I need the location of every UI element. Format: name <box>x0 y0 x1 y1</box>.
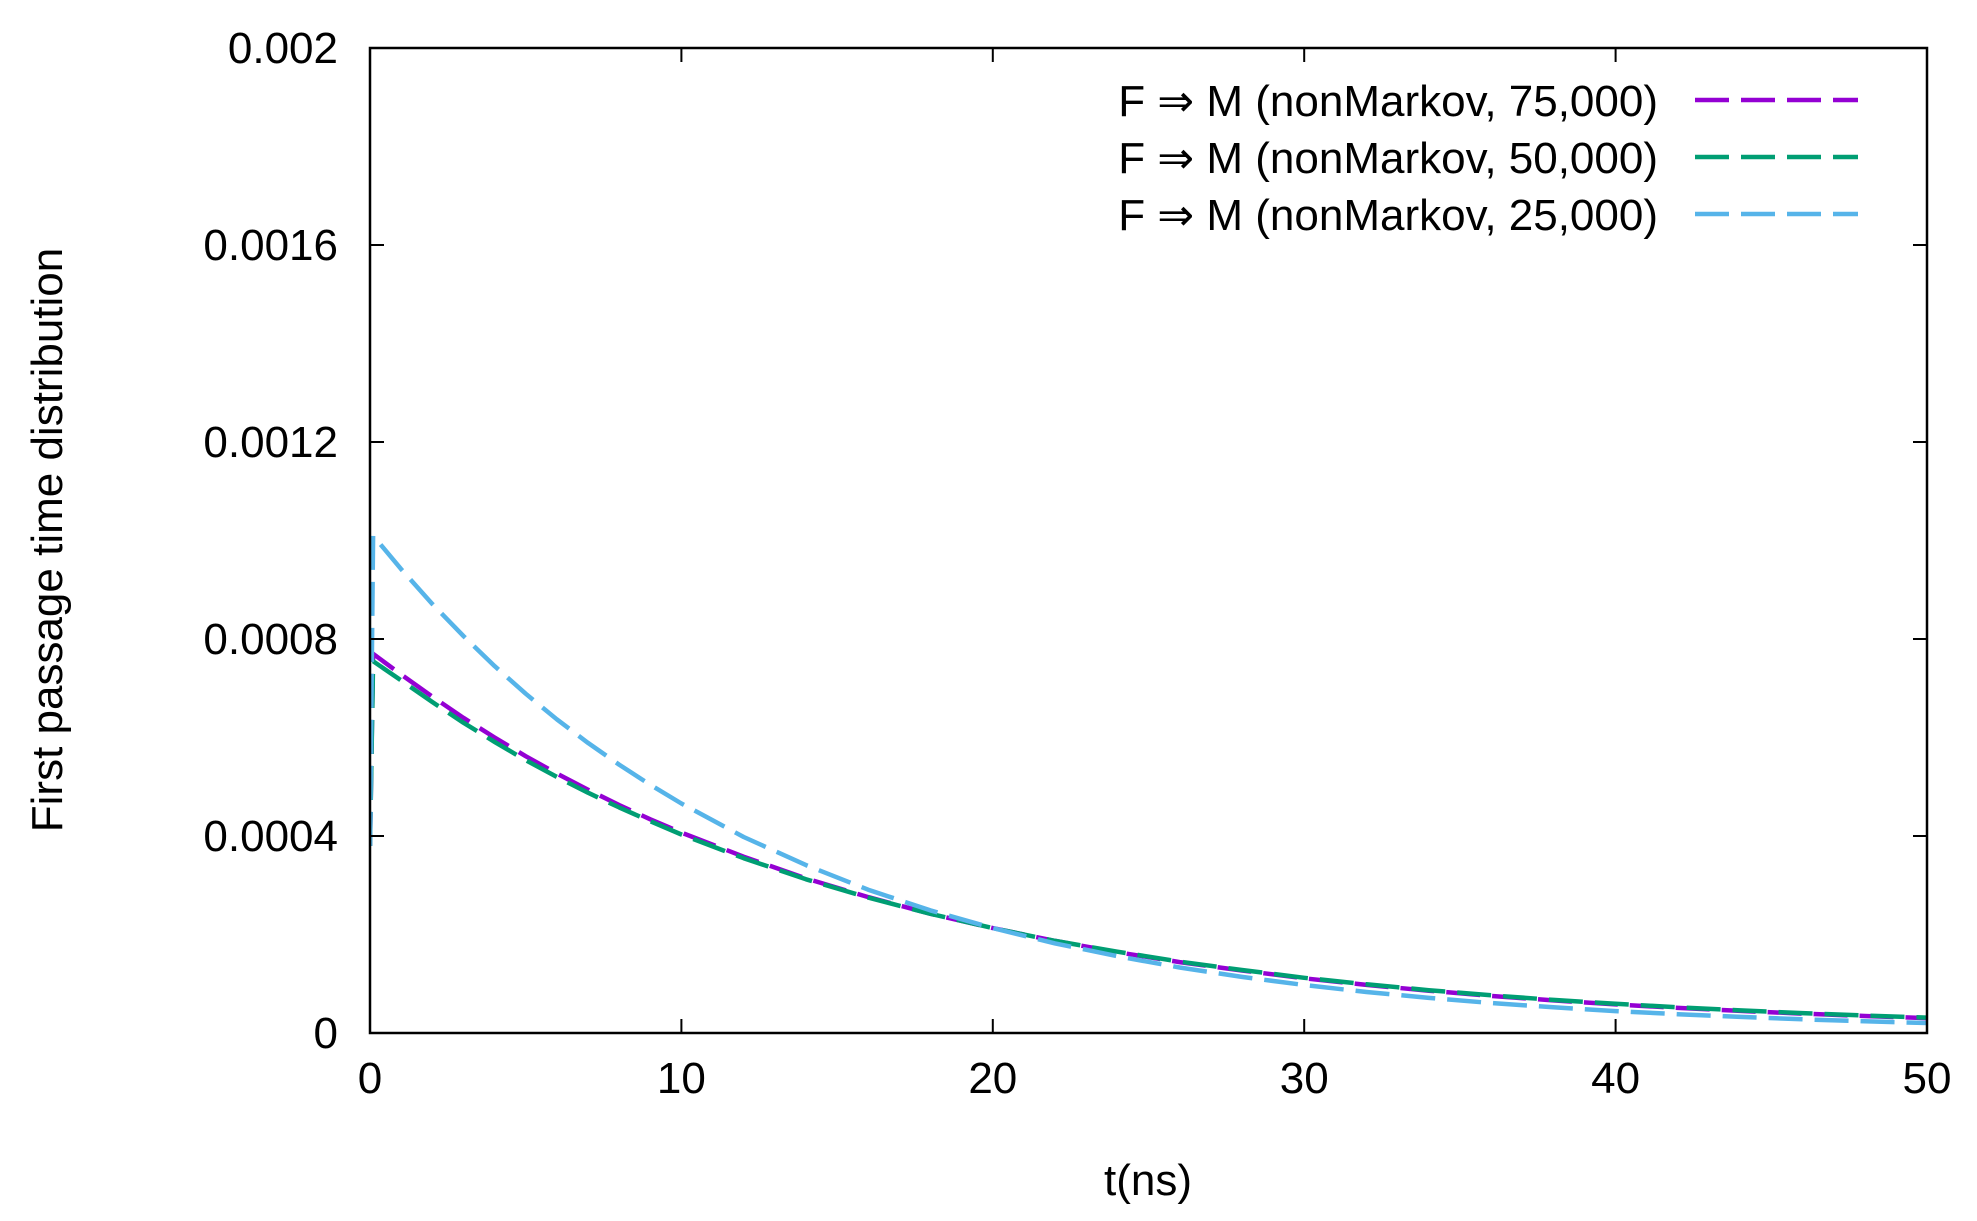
series-line-1 <box>370 658 1927 1020</box>
axis-ticks: 0 10 20 30 40 50 0 0.0004 0.0008 0.0012 0.0016 0.00… <box>203 24 1951 1103</box>
x-tick-label: 40 <box>1591 1054 1640 1103</box>
y-tick-label: 0.002 <box>228 24 338 73</box>
series-line-2 <box>370 533 1927 1026</box>
y-tick-label: 0.0016 <box>203 221 338 270</box>
y-tick-label: 0.0008 <box>203 615 338 664</box>
x-tick-label: 20 <box>968 1054 1017 1103</box>
x-tick-label: 10 <box>657 1054 706 1103</box>
x-tick-label: 30 <box>1280 1054 1329 1103</box>
x-tick-label: 50 <box>1903 1054 1952 1103</box>
y-tick-label: 0.0004 <box>203 812 338 861</box>
legend-label: F ⇒ M (nonMarkov, 75,000) <box>1118 77 1658 126</box>
y-tick-label: 0.0012 <box>203 418 338 467</box>
x-tick-label: 0 <box>358 1054 382 1103</box>
x-axis-label: t(ns) <box>1104 1156 1192 1205</box>
plot-frame <box>368 46 1929 1035</box>
legend: F ⇒ M (nonMarkov, 75,000) F ⇒ M (nonMarko… <box>1118 77 1858 240</box>
legend-label: F ⇒ M (nonMarkov, 50,000) <box>1118 134 1658 183</box>
y-axis-label: First passage time distribution <box>23 248 72 832</box>
y-tick-label: 0 <box>314 1009 338 1058</box>
series-lines <box>370 533 1927 1026</box>
legend-label: F ⇒ M (nonMarkov, 25,000) <box>1118 191 1658 240</box>
